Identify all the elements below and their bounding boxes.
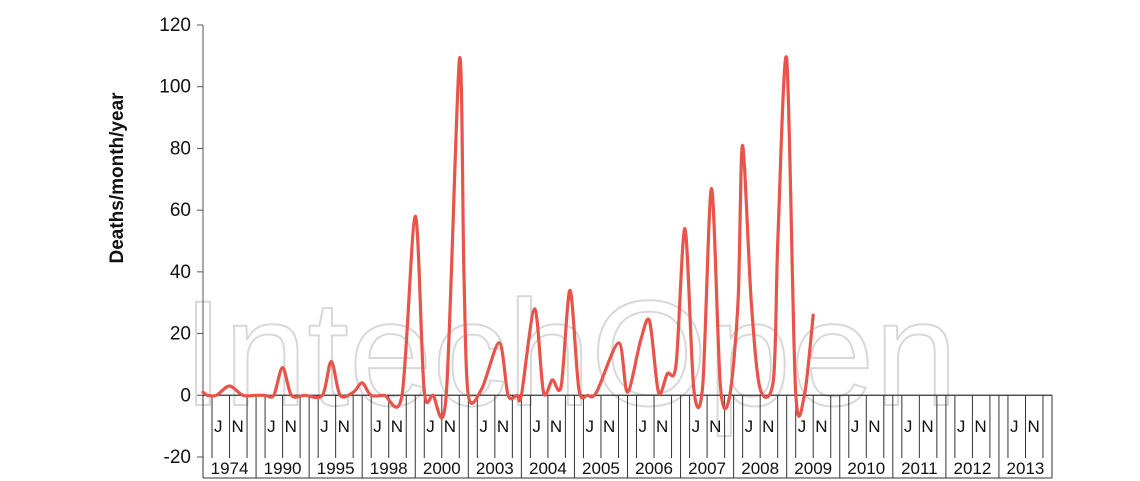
month-label: N (391, 417, 403, 436)
month-label: J (851, 417, 860, 436)
month-label: N (815, 417, 827, 436)
x-tick-label: 2012 (953, 459, 991, 478)
month-label: J (585, 417, 594, 436)
month-label: N (709, 417, 721, 436)
month-label: N (232, 417, 244, 436)
month-label: N (868, 417, 880, 436)
y-tick-label: 100 (159, 77, 191, 98)
month-label: J (798, 417, 807, 436)
x-tick-label: 2003 (476, 459, 514, 478)
x-tick-label: 2008 (741, 459, 779, 478)
month-label: J (267, 417, 276, 436)
x-tick-label: 2007 (688, 459, 726, 478)
y-tick-label: 40 (170, 262, 191, 283)
month-label: J (904, 417, 913, 436)
x-tick-label: 2013 (1007, 459, 1045, 478)
month-label: N (444, 417, 456, 436)
month-label: N (285, 417, 297, 436)
month-label: N (550, 417, 562, 436)
month-label: J (957, 417, 966, 436)
y-tick-label: 20 (170, 324, 191, 345)
x-tick-label: 1974 (211, 459, 249, 478)
month-label: N (338, 417, 350, 436)
month-label: J (745, 417, 754, 436)
month-label: N (974, 417, 986, 436)
x-tick-label: 2006 (635, 459, 673, 478)
month-label: J (426, 417, 435, 436)
x-tick-label: 2009 (794, 459, 832, 478)
x-tick-label: 1995 (317, 459, 355, 478)
month-label: N (497, 417, 509, 436)
month-label: J (320, 417, 329, 436)
series-line (201, 55, 815, 420)
series-layer (201, 55, 815, 420)
y-tick-label: 80 (170, 138, 191, 159)
month-label: N (921, 417, 933, 436)
x-tick-label: 2004 (529, 459, 567, 478)
x-tick-label: 2000 (423, 459, 461, 478)
x-tick-label: 1990 (264, 459, 302, 478)
y-tick-label: 120 (159, 15, 191, 36)
month-label: J (639, 417, 648, 436)
month-label: J (1010, 417, 1019, 436)
y-tick-label: -20 (164, 447, 191, 468)
y-axis: -20 0 20 40 60 80 100 120 (159, 15, 204, 468)
month-label: J (532, 417, 541, 436)
month-label: N (603, 417, 615, 436)
month-label: J (214, 417, 223, 436)
y-tick-label: 0 (180, 385, 191, 406)
x-tick-label: 2011 (901, 459, 938, 478)
x-tick-label: 2010 (847, 459, 885, 478)
month-label: N (656, 417, 668, 436)
month-label: N (762, 417, 774, 436)
x-tick-label: 2005 (582, 459, 620, 478)
y-tick-label: 60 (170, 200, 191, 221)
month-label: J (479, 417, 488, 436)
month-label: J (692, 417, 701, 436)
x-tick-label: 1998 (370, 459, 408, 478)
y-axis-label: Deaths/month/year (107, 92, 128, 264)
month-label: J (373, 417, 382, 436)
month-label: N (1027, 417, 1039, 436)
